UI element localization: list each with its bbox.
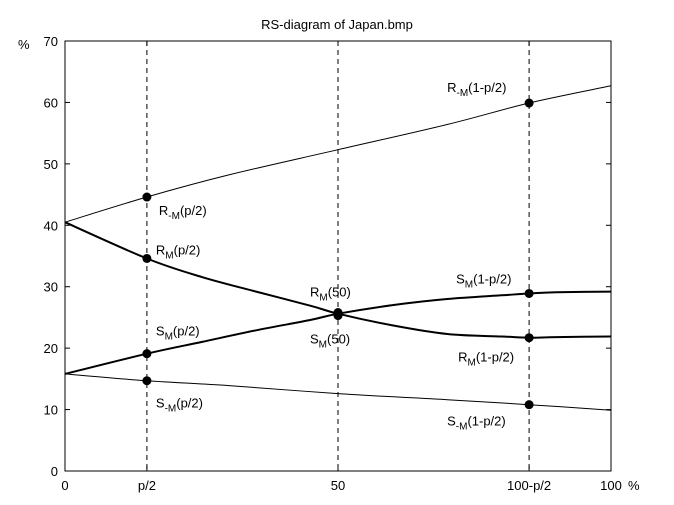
data-point-s-neg-1p2 — [524, 400, 534, 410]
y-tick-label: 70 — [44, 34, 58, 49]
point-label-s-pos-p2: SM(p/2) — [156, 324, 200, 343]
x-tick-label: p/2 — [138, 478, 156, 493]
x-unit-label: % — [628, 478, 640, 493]
point-label-r-pos-p2: RM(p/2) — [156, 242, 200, 261]
point-label-s-pos-50: SM(50) — [310, 332, 350, 351]
x-tick-label: 100-p/2 — [507, 478, 551, 493]
data-point-r-pos-p2 — [142, 253, 152, 263]
point-label-r-neg-1p2: R-M(1-p/2) — [447, 80, 506, 99]
y-tick-label: 60 — [44, 95, 58, 110]
y-tick-label: 50 — [44, 157, 58, 172]
y-unit-label: % — [18, 37, 30, 52]
x-tick-label: 0 — [61, 478, 68, 493]
point-label-r-neg-p2: R-M(p/2) — [159, 203, 207, 222]
data-point-s-neg-p2 — [142, 376, 152, 386]
y-tick-label: 10 — [44, 403, 58, 418]
x-tick-label: 50 — [331, 478, 345, 493]
point-label-r-pos-1p2: RM(1-p/2) — [458, 350, 514, 369]
data-point-s-pos-50 — [333, 311, 343, 321]
y-tick-label: 40 — [44, 218, 58, 233]
point-label-r-pos-50: RM(50) — [310, 285, 351, 304]
point-label-s-pos-1p2: SM(1-p/2) — [456, 271, 511, 290]
y-tick-label: 20 — [44, 341, 58, 356]
data-point-s-pos-1p2 — [524, 288, 534, 298]
data-point-r-neg-p2 — [142, 192, 152, 202]
x-tick-label: 100 — [600, 478, 622, 493]
chart-title: RS-diagram of Japan.bmp — [261, 17, 413, 32]
point-label-s-neg-p2: S-M(p/2) — [156, 396, 203, 415]
y-tick-label: 0 — [51, 464, 58, 479]
point-label-s-neg-1p2: S-M(1-p/2) — [447, 414, 506, 433]
data-point-r-pos-1p2 — [524, 333, 534, 343]
data-point-s-pos-p2 — [142, 349, 152, 359]
y-tick-label: 30 — [44, 280, 58, 295]
data-point-r-neg-1p2 — [524, 98, 534, 108]
